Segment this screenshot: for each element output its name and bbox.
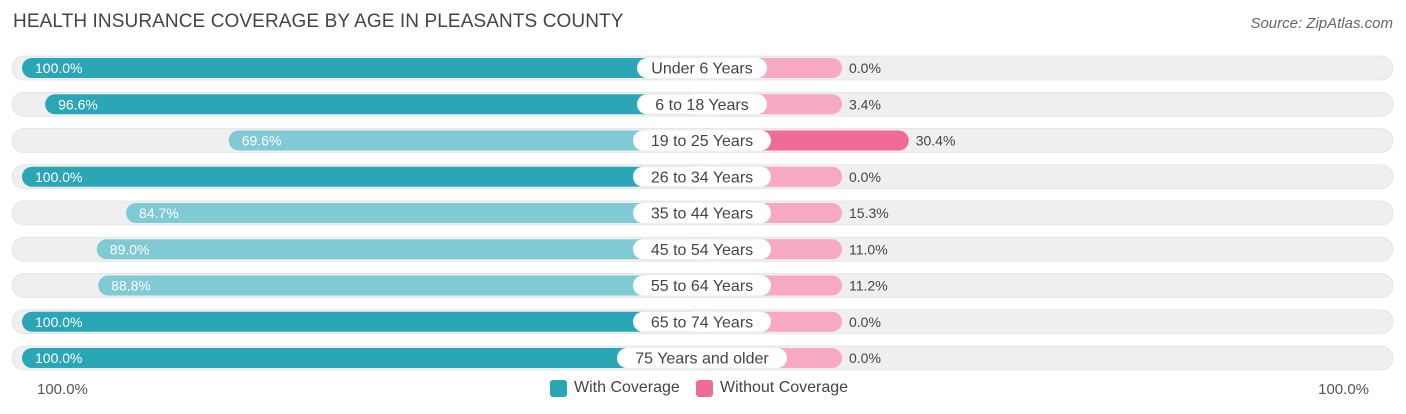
value-label-with-coverage: 88.8% [111, 278, 151, 294]
legend-swatch-with-coverage [550, 379, 567, 397]
value-label-without-coverage: 0.0% [849, 350, 881, 366]
value-label-with-coverage: 69.6% [242, 133, 282, 149]
axis-right-label: 100.0% [1318, 381, 1369, 398]
category-pill [637, 94, 767, 115]
legend-item-without-coverage: Without Coverage [696, 379, 848, 397]
value-label-with-coverage: 89.0% [110, 241, 150, 257]
category-label: 6 to 18 Years [655, 97, 748, 114]
value-label-without-coverage: 15.3% [849, 205, 889, 221]
legend-label-without-coverage: Without Coverage [720, 379, 849, 396]
category-pill [633, 166, 771, 187]
value-label-with-coverage: 100.0% [35, 314, 82, 330]
bar-with-coverage [228, 130, 702, 151]
value-label-with-coverage: 100.0% [35, 169, 82, 185]
category-label: 19 to 25 Years [651, 133, 753, 150]
chart-title: HEALTH INSURANCE COVERAGE BY AGE IN PLEA… [13, 11, 624, 32]
category-label: 26 to 34 Years [651, 169, 753, 186]
bar-with-coverage [22, 348, 702, 368]
legend-label-with-coverage: With Coverage [574, 379, 680, 396]
category-pill [633, 311, 771, 332]
source-note: Source: ZipAtlas.com [1250, 15, 1393, 32]
value-label-with-coverage: 100.0% [35, 350, 82, 366]
category-label: 45 to 54 Years [651, 242, 753, 259]
value-label-with-coverage: 84.7% [139, 205, 179, 221]
bar-with-coverage [22, 166, 702, 187]
value-label-without-coverage: 11.2% [849, 278, 888, 294]
value-label-with-coverage: 100.0% [35, 60, 82, 76]
category-pill [633, 239, 771, 260]
legend-item-with-coverage: With Coverage [550, 379, 680, 397]
category-label: Under 6 Years [651, 61, 752, 78]
category-pill [633, 203, 771, 223]
category-label: 35 to 44 Years [651, 206, 753, 223]
legend-swatch-without-coverage [696, 379, 713, 397]
category-label: 75 Years and older [635, 351, 769, 368]
bar-with-coverage [98, 275, 702, 296]
value-label-without-coverage: 0.0% [849, 314, 881, 330]
bar-with-coverage [126, 203, 703, 223]
category-pill [617, 348, 787, 368]
value-label-without-coverage: 11.0% [849, 241, 888, 257]
category-pill [633, 275, 771, 296]
value-label-without-coverage: 0.0% [849, 60, 881, 76]
value-label-without-coverage: 0.0% [849, 169, 881, 185]
value-label-without-coverage: 3.4% [849, 96, 881, 112]
category-label: 55 to 64 Years [651, 278, 753, 295]
axis-left-label: 100.0% [37, 381, 88, 398]
category-label: 65 to 74 Years [651, 314, 753, 331]
value-label-without-coverage: 30.4% [916, 133, 956, 149]
value-label-with-coverage: 96.6% [58, 96, 98, 112]
category-pill [633, 130, 771, 151]
bar-with-coverage [22, 58, 702, 78]
legend: With Coverage Without Coverage [0, 379, 1406, 401]
bar-with-coverage [96, 239, 703, 260]
category-pill [637, 58, 767, 78]
bar-with-coverage [45, 94, 703, 115]
bar-with-coverage [22, 311, 702, 332]
